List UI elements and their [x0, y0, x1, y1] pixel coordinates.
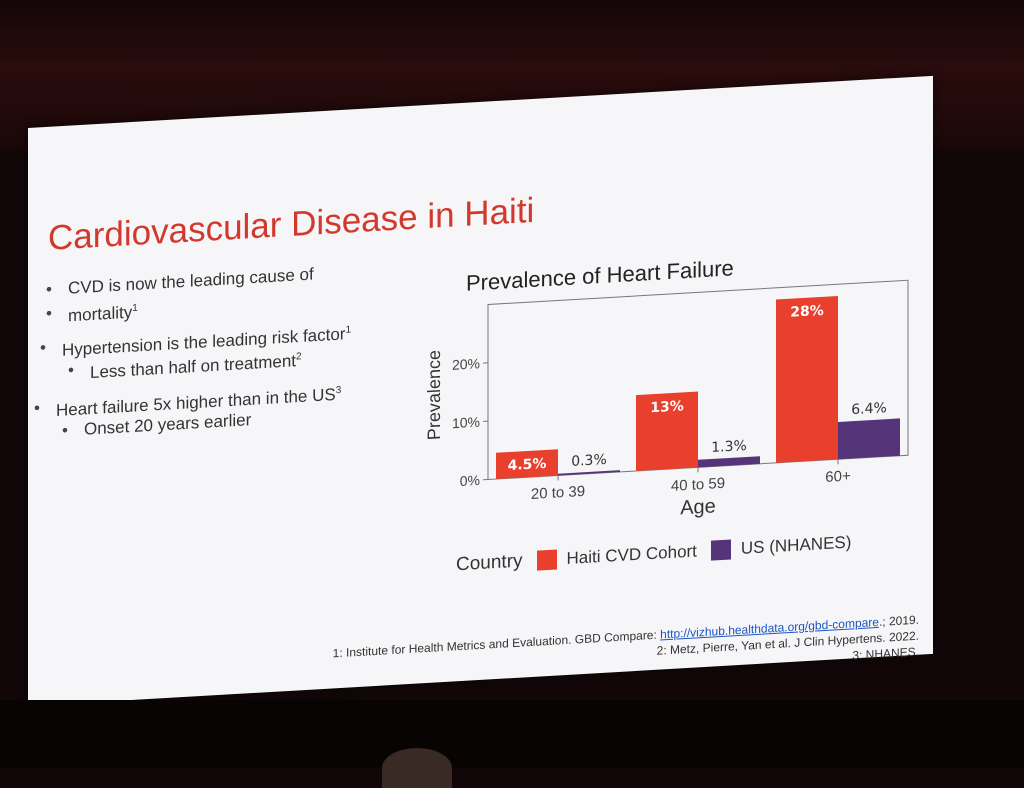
y-axis-label: Prevalence: [424, 350, 444, 441]
y-tick-label: 20%: [452, 355, 480, 373]
data-label: 0.3%: [571, 452, 607, 470]
audience-area: [0, 700, 1024, 768]
y-tick-label: 10%: [452, 414, 480, 432]
data-label: 13%: [650, 398, 683, 416]
footnote-ref: 1: [132, 303, 138, 314]
bullet-cvd-continued: mortality1: [68, 296, 138, 329]
audience-head: [382, 748, 452, 788]
legend-label-us: US (NHANES): [741, 533, 852, 559]
legend-swatch-haiti: [537, 550, 557, 571]
slide-title: Cardiovascular Disease in Haiti: [48, 191, 534, 259]
legend-label-haiti: Haiti CVD Cohort: [567, 541, 697, 569]
footnote-ref: 1: [345, 324, 351, 335]
bullet-cvd: CVD is now the leading cause of: [68, 262, 314, 301]
bar-chart: 0% 10% 20% Prevalence 20 to 39 4.5% 0.3% 40 to …: [398, 275, 918, 555]
bullet-list: CVD is now the leading cause of mortalit…: [28, 256, 408, 278]
x-tick-label: 60+: [825, 468, 851, 486]
data-label: 6.4%: [851, 400, 887, 418]
footnote-ref: 2: [296, 351, 302, 362]
bar-us-2: [838, 418, 900, 459]
bar-haiti-2: [776, 296, 838, 463]
y-tick-label: 0%: [460, 472, 480, 489]
presentation-slide: Cardiovascular Disease in Haiti CVD is n…: [28, 76, 933, 706]
footnotes: 1: Institute for Health Metrics and Eval…: [333, 612, 919, 694]
data-label: 28%: [790, 303, 823, 321]
x-tick-label: 20 to 39: [531, 483, 585, 503]
x-tick-label: 40 to 59: [671, 475, 725, 495]
legend-swatch-us: [711, 539, 731, 560]
data-label: 1.3%: [711, 438, 747, 456]
data-label: 4.5%: [508, 456, 547, 474]
legend-title: Country: [456, 550, 523, 576]
footnote-ref: 3: [336, 385, 342, 396]
x-axis-label: Age: [680, 495, 716, 519]
